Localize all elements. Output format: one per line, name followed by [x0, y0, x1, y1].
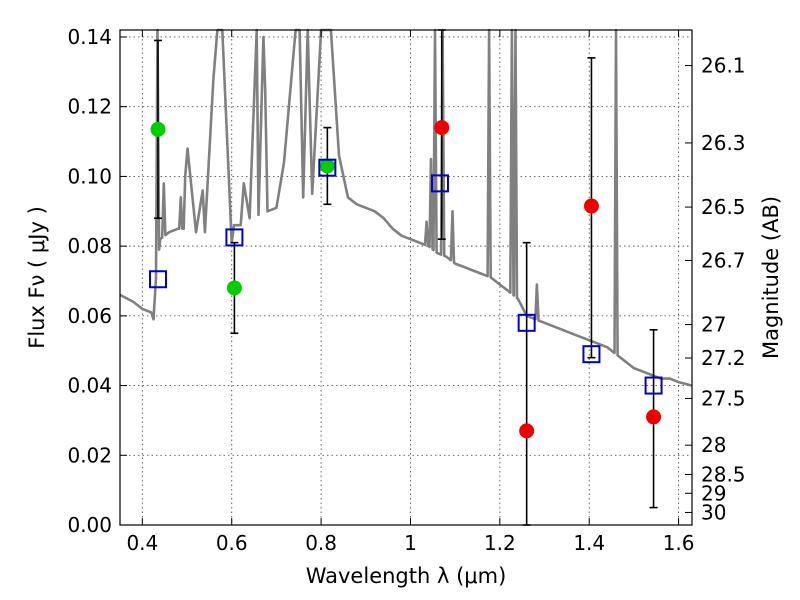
y-tick-label-3: 0.06: [67, 304, 112, 328]
error-bars: [153, 29, 658, 526]
model-spectrum-line: [119, 28, 693, 387]
y-axis-label: Flux Fν ( μJy ): [25, 206, 49, 349]
red-circle-point-2: [583, 198, 599, 214]
right-axis-label: Magnitude (AB): [759, 196, 783, 359]
grid: [120, 30, 692, 526]
x-tick-label-4: 1.2: [484, 531, 516, 555]
x-tick-label-6: 1.6: [663, 531, 695, 555]
x-axis-ticks: 0.4 0.6 0.8 1 1.2 1.4 1.6: [126, 30, 695, 555]
red-circle-point-0: [434, 120, 450, 136]
right-tick-label-6: 27.5: [701, 386, 746, 410]
x-tick-label-5: 1.4: [573, 531, 605, 555]
data-points: [148, 120, 663, 439]
blue-square-point-0: [148, 270, 167, 289]
x-axis-label: Wavelength λ (μm): [306, 564, 507, 588]
x-tick-label-1: 0.6: [216, 531, 248, 555]
right-tick-label-10: 30: [701, 500, 726, 524]
y-tick-label-5: 0.10: [67, 164, 112, 188]
green-circle-point-2: [319, 158, 335, 174]
blue-square-point-1: [225, 228, 244, 247]
right-tick-label-3: 26.7: [701, 248, 746, 272]
model-spectrum: [119, 28, 693, 387]
blue-square-point-6: [644, 376, 663, 395]
blue-square-point-3: [430, 174, 449, 193]
blue-square-point-4: [517, 313, 536, 332]
x-tick-label-0: 0.4: [126, 531, 158, 555]
blue-square-point-2: [318, 158, 337, 177]
right-tick-label-1: 26.3: [701, 131, 746, 155]
y-axis-ticks: 0.00 0.02 0.04 0.06 0.08 0.10 0.12 0.14: [67, 25, 127, 537]
x-tick-label-3: 1: [404, 531, 417, 555]
y-tick-label-1: 0.02: [67, 443, 112, 467]
red-circle-point-1: [519, 423, 535, 439]
right-tick-label-0: 26.1: [701, 54, 746, 78]
y-tick-label-2: 0.04: [67, 374, 112, 398]
right-tick-label-9: 29: [701, 481, 726, 505]
right-tick-label-8: 28.5: [701, 462, 746, 486]
y-tick-label-4: 0.08: [67, 234, 112, 258]
right-tick-label-7: 28: [701, 433, 726, 457]
blue-square-point-5: [582, 345, 601, 364]
right-tick-label-4: 27: [701, 313, 726, 337]
right-tick-label-5: 27.2: [701, 346, 746, 370]
y-tick-label-7: 0.14: [67, 25, 112, 49]
green-circle-point-1: [226, 280, 242, 296]
red-circle-point-3: [646, 409, 662, 425]
y-tick-label-6: 0.12: [67, 95, 112, 119]
right-tick-label-2: 26.5: [701, 195, 746, 219]
x-tick-label-2: 0.8: [305, 531, 337, 555]
green-circle-point-0: [150, 121, 166, 137]
y-tick-label-0: 0.00: [67, 513, 112, 537]
plot-frame: [119, 29, 693, 526]
